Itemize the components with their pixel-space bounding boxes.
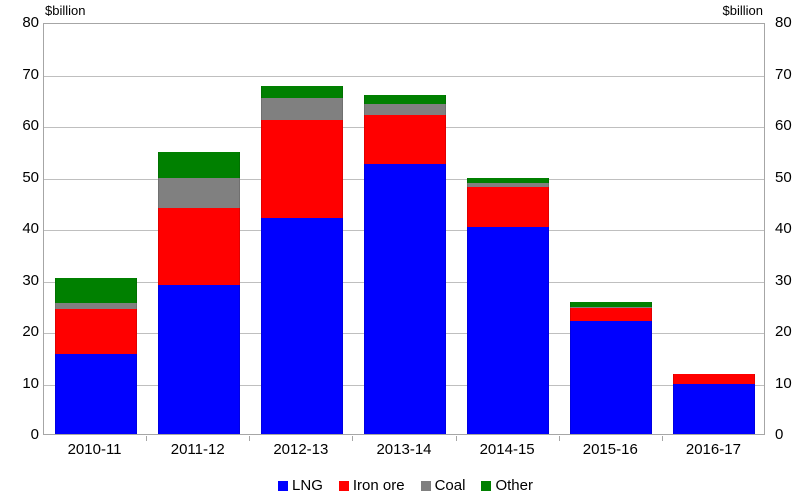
x-axis-tick-label: 2015-16 (582, 441, 638, 458)
bar-segment-other[interactable] (364, 95, 446, 104)
bar-group[interactable] (570, 22, 653, 434)
x-axis-tick-label: 2014-15 (479, 441, 535, 458)
bar-segment-iron-ore[interactable] (570, 308, 653, 321)
bar-group[interactable] (364, 22, 446, 434)
y-axis-tick-label: 80 (22, 14, 39, 31)
legend: LNG Iron ore Coal Other (0, 478, 811, 494)
bar-segment-iron-ore[interactable] (364, 115, 446, 164)
legend-label: Other (495, 477, 533, 494)
y-axis-tick-label: 50 (775, 168, 792, 186)
y-axis-tick-label: 40 (22, 220, 39, 237)
bar-segment-other[interactable] (260, 86, 343, 98)
legend-item-iron-ore[interactable]: Iron ore (338, 477, 405, 494)
y-axis-tick-label: 0 (775, 426, 784, 443)
x-axis-tick-mark (352, 436, 354, 441)
y-axis-tick-label: 60 (22, 117, 39, 134)
x-axis-tick-mark (661, 436, 663, 441)
legend-label: Coal (434, 477, 466, 494)
legend-label: Iron ore (352, 477, 405, 494)
x-axis-tick-label: 2012-13 (273, 441, 329, 458)
bar-segment-lng[interactable] (673, 384, 756, 434)
bar-segment-lng[interactable] (260, 217, 343, 434)
bar-segment-coal[interactable] (364, 103, 446, 116)
bar-segment-other[interactable] (54, 277, 137, 304)
x-axis-tick-label: 2013-14 (376, 441, 432, 458)
plot-area (43, 23, 765, 435)
legend-swatch-iron-ore (338, 481, 349, 491)
x-axis-tick-label: 2011-12 (170, 441, 225, 458)
bar-segment-iron-ore[interactable] (467, 186, 550, 227)
gridline (44, 75, 764, 77)
legend-item-other[interactable]: Other (481, 478, 533, 494)
y-axis-tick-label: 70 (775, 65, 792, 83)
bar-group[interactable] (157, 22, 240, 434)
x-axis-tick-mark (146, 436, 148, 441)
bar-segment-lng[interactable] (570, 320, 653, 434)
bar-segment-iron-ore[interactable] (54, 309, 137, 355)
bar-group[interactable] (467, 22, 550, 434)
bar-segment-other[interactable] (157, 152, 240, 179)
bar-segment-other[interactable] (467, 178, 550, 183)
bar-segment-coal[interactable] (570, 306, 653, 309)
x-axis-tick-mark (455, 436, 457, 441)
legend-item-coal[interactable]: Coal (420, 477, 466, 494)
x-axis-tick-mark (558, 436, 560, 441)
y-axis-tick-label: 40 (775, 220, 792, 237)
bar-segment-iron-ore[interactable] (157, 207, 240, 285)
legend-swatch-other (481, 481, 492, 491)
y-axis-tick-label: 30 (775, 271, 792, 289)
bar-group[interactable] (673, 22, 756, 434)
bar-segment-lng[interactable] (467, 226, 550, 434)
y-axis-tick-label: 60 (775, 117, 792, 134)
x-axis-tick-label: 2010-11 (67, 441, 122, 458)
bar-segment-iron-ore[interactable] (260, 119, 343, 218)
y-axis-tick-label: 10 (775, 374, 792, 392)
bar-segment-lng[interactable] (157, 284, 240, 434)
right-axis-unit-label: $billion (722, 3, 763, 18)
left-axis-unit-label: $billion (45, 3, 86, 18)
bar-group[interactable] (260, 22, 343, 434)
bar-segment-other[interactable] (570, 301, 653, 307)
legend-swatch-coal (420, 481, 431, 491)
y-axis-tick-label: 30 (22, 271, 39, 289)
y-axis-tick-label: 10 (22, 374, 39, 392)
bar-segment-lng[interactable] (54, 354, 137, 434)
x-axis-tick-mark (249, 436, 251, 441)
legend-item-lng[interactable]: LNG (278, 478, 323, 494)
y-axis-tick-label: 20 (775, 323, 792, 340)
bar-group[interactable] (54, 22, 137, 434)
bar-segment-coal[interactable] (467, 182, 550, 187)
bar-segment-coal[interactable] (260, 97, 343, 120)
y-axis-tick-label: 50 (22, 168, 39, 186)
x-axis-tick-label: 2016-17 (685, 441, 741, 458)
bar-segment-coal[interactable] (157, 178, 240, 208)
legend-label: LNG (292, 477, 323, 494)
y-axis-tick-label: 20 (22, 323, 39, 340)
legend-swatch-lng (278, 481, 289, 491)
y-axis-tick-label: 80 (775, 14, 792, 31)
bar-segment-lng[interactable] (364, 163, 446, 434)
bar-segment-iron-ore[interactable] (673, 373, 756, 385)
y-axis-tick-label: 0 (30, 426, 39, 443)
bar-segment-coal[interactable] (54, 303, 137, 310)
y-axis-tick-label: 70 (22, 65, 39, 83)
